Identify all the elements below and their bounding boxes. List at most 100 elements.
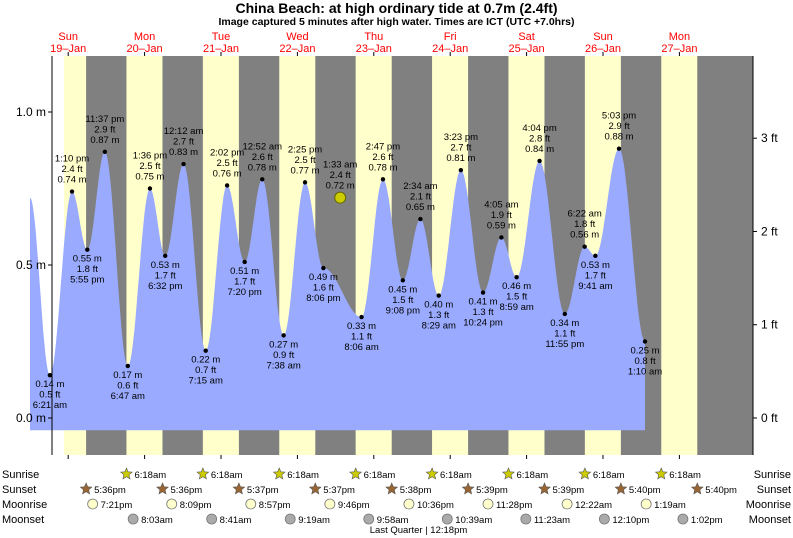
tide-point (181, 161, 186, 167)
day-date: 26–Jan (585, 43, 621, 55)
high-tide-label: 0.65 m (406, 202, 435, 213)
sunset-icon (385, 482, 399, 495)
moonset-time: 8:41am (220, 515, 252, 526)
sunrise-time: 6:18am (669, 470, 701, 481)
low-tide-label: 1.3 ft (428, 310, 449, 321)
moonset-time: 11:23am (534, 515, 570, 526)
day-date: 24–Jan (432, 43, 468, 55)
high-tide-label: 0.83 m (169, 147, 198, 158)
day-name: Mon (669, 31, 690, 43)
moonrise-time: 1:19am (654, 500, 686, 511)
row-label-right: Sunset (757, 484, 791, 496)
right-tick-label: 2 ft (761, 224, 778, 238)
current-tide-label: 2.4 ft (330, 170, 351, 181)
moonrise-icon (482, 498, 494, 510)
tide-point (281, 333, 286, 338)
moonset-icon (598, 513, 610, 525)
high-tide-label: 2.1 ft (410, 192, 431, 203)
moon-phase-label: Last Quarter | 12:18pm (370, 525, 468, 536)
moonrise-icon (640, 498, 652, 510)
sunrise-time: 6:18am (364, 470, 396, 481)
low-tide-label: 1.1 ft (554, 328, 575, 339)
sunrise-time: 6:18am (440, 470, 472, 481)
moonset-icon (677, 513, 689, 525)
high-tide-label: 12:52 am (242, 141, 282, 152)
high-tide-label: 0.77 m (291, 165, 320, 176)
row-label-right: Sunrise (754, 469, 791, 481)
tide-point (69, 189, 75, 194)
high-tide-label: 2.5 ft (217, 158, 238, 169)
tide-point (203, 348, 208, 353)
day-name: Thu (364, 31, 383, 43)
tide-point (582, 244, 587, 249)
moonrise-time: 8:57pm (259, 500, 291, 511)
sunset-icon (156, 482, 169, 495)
tide-point (436, 293, 441, 298)
moonrise-time: 9:46pm (338, 500, 370, 511)
low-tide-label: 1.5 ft (392, 295, 413, 306)
tide-point (593, 253, 598, 259)
high-tide-label: 2.7 ft (450, 143, 471, 154)
low-tide-label: 1.7 ft (234, 276, 255, 287)
sunset-time: 5:37pm (247, 485, 279, 496)
high-tide-label: 1.8 ft (574, 219, 595, 230)
sunrise-time: 6:18am (287, 470, 319, 481)
tide-point (380, 177, 386, 182)
tide-point (47, 372, 53, 378)
high-tide-label: 2.9 ft (608, 121, 629, 132)
sunset-icon (614, 482, 628, 495)
axes: 0.0 m 0.5 m 1.0 m 0 ft 1 ft 2 ft 3 ft (16, 56, 778, 455)
day-date: 23–Jan (356, 43, 392, 55)
low-tide-label: 0.25 m (630, 346, 659, 357)
tide-point (537, 158, 542, 164)
low-tide-label: 10:24 pm (463, 318, 503, 329)
tide-point (514, 275, 519, 280)
high-tide-label: 3:23 pm (444, 132, 478, 143)
low-tide-label: 0.46 m (502, 281, 531, 292)
row-label-left: Moonrise (2, 499, 47, 511)
sunrise-icon (272, 467, 286, 480)
low-tide-label: 0.51 m (230, 266, 259, 277)
sunrise-icon (349, 467, 363, 480)
high-tide-label: 2.7 ft (173, 137, 194, 148)
low-tide-label: 0.17 m (113, 370, 142, 381)
day-date: 19–Jan (50, 43, 86, 55)
low-tide-label: 7:38 am (266, 360, 300, 371)
low-tide-label: 1.6 ft (313, 283, 334, 294)
moonset-time: 9:19am (298, 515, 330, 526)
low-tide-label: 8:59 am (500, 302, 534, 313)
day-date: 21–Jan (203, 43, 239, 55)
sunset-time: 5:40pm (705, 485, 737, 496)
day-name: Fri (444, 31, 457, 43)
sunrise-icon (578, 467, 592, 480)
current-tide-label: 1:33 am (323, 160, 357, 171)
high-tide-label: 0.78 m (248, 162, 277, 173)
low-tide-label: 1:10 am (628, 367, 662, 378)
row-label-right: Moonset (749, 514, 791, 526)
tide-point (499, 235, 504, 240)
tide-point (359, 314, 364, 320)
tide-point (224, 183, 230, 188)
sun-moon-rows: Sunrise Sunrise Sunset Sunset Moonrise Moonri… (2, 467, 791, 536)
moonrise-time: 7:21pm (101, 500, 133, 511)
low-tide-label: 0.55 m (73, 254, 102, 265)
tide-point (418, 216, 423, 222)
tide-point (458, 167, 464, 173)
tide-point (480, 290, 486, 295)
moonset-time: 9:58am (377, 515, 409, 526)
tide-point (163, 253, 168, 259)
high-tide-label: 2:34 am (403, 181, 437, 192)
low-tide-label: 0.40 m (424, 300, 453, 311)
low-tide-label: 0.49 m (309, 272, 338, 283)
low-tide-label: 0.14 m (35, 379, 64, 390)
low-tide-label: 8:06 pm (306, 293, 340, 304)
row-label-right: Moonrise (746, 499, 791, 511)
high-tide-label: 2.5 ft (294, 155, 315, 166)
high-tide-label: 4:04 pm (522, 123, 556, 134)
tide-area (30, 148, 645, 431)
moonrise-time: 11:28pm (496, 500, 532, 511)
moonset-icon (441, 513, 453, 525)
tide-point (102, 149, 108, 154)
day-name: Tue (212, 31, 231, 43)
low-tide-label: 6:21 am (33, 400, 67, 411)
